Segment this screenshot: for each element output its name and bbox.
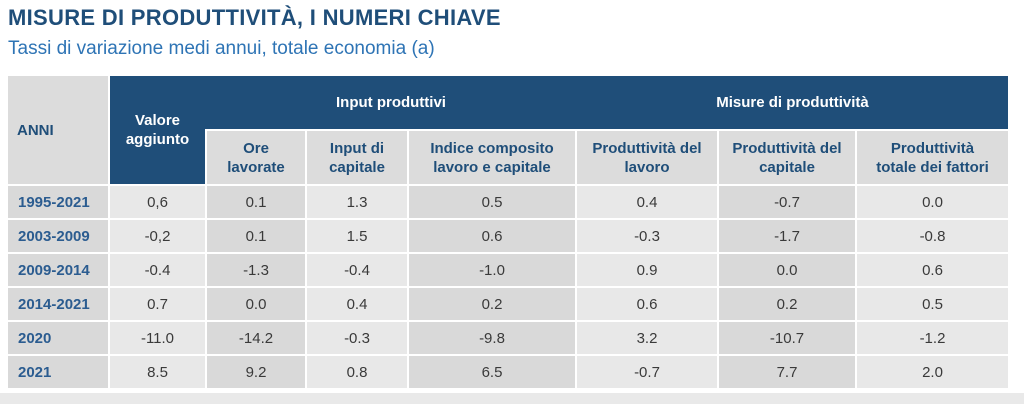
value-cell: 0.4 xyxy=(577,186,717,218)
header-valore-aggiunto: Valore aggiunto xyxy=(110,76,205,184)
value-cell: -0.3 xyxy=(577,220,717,252)
value-cell: 1.3 xyxy=(307,186,407,218)
value-cell: -0.7 xyxy=(719,186,855,218)
value-cell: 0.4 xyxy=(307,288,407,320)
value-cell: 8.5 xyxy=(110,356,205,388)
value-cell: 0.6 xyxy=(577,288,717,320)
value-cell: 0.9 xyxy=(577,254,717,286)
value-cell: 0.0 xyxy=(719,254,855,286)
value-cell: 0.7 xyxy=(110,288,205,320)
value-cell: 0.0 xyxy=(207,288,305,320)
value-cell: 0.2 xyxy=(409,288,575,320)
value-cell: -1.3 xyxy=(207,254,305,286)
value-cell: -0,2 xyxy=(110,220,205,252)
value-cell: -14.2 xyxy=(207,322,305,354)
value-cell: 0.5 xyxy=(857,288,1008,320)
value-cell: -1.7 xyxy=(719,220,855,252)
year-label: 2009-2014 xyxy=(8,254,108,286)
subheader-input-di-capitale: Input di capitale xyxy=(307,131,407,184)
subheader-produttivita-capitale: Produttività del capitale xyxy=(719,131,855,184)
year-label: 2021 xyxy=(8,356,108,388)
header-group-misure-produttivita: Misure di produttività xyxy=(577,76,1008,129)
value-cell: 0,6 xyxy=(110,186,205,218)
page-subtitle: Tassi di variazione medi annui, totale e… xyxy=(8,38,435,59)
subheader-indice-composito: Indice composito lavoro e capitale xyxy=(409,131,575,184)
value-cell: 3.2 xyxy=(577,322,717,354)
value-cell: 9.2 xyxy=(207,356,305,388)
corner-header-anni: ANNI xyxy=(8,76,108,184)
value-cell: -0.4 xyxy=(307,254,407,286)
subheader-produttivita-totale: Produttività totale dei fattori xyxy=(857,131,1008,184)
value-cell: 0.1 xyxy=(207,220,305,252)
header-group-input-produttivi: Input produttivi xyxy=(207,76,575,129)
value-cell: 0.6 xyxy=(409,220,575,252)
value-cell: 7.7 xyxy=(719,356,855,388)
value-cell: -9.8 xyxy=(409,322,575,354)
value-cell: -11.0 xyxy=(110,322,205,354)
value-cell: 0.1 xyxy=(207,186,305,218)
footer-band xyxy=(0,393,1024,404)
value-cell: 2.0 xyxy=(857,356,1008,388)
year-label: 2020 xyxy=(8,322,108,354)
value-cell: -0.3 xyxy=(307,322,407,354)
subheader-produttivita-lavoro: Produttività del lavoro xyxy=(577,131,717,184)
value-cell: -0.8 xyxy=(857,220,1008,252)
subheader-ore-lavorate: Ore lavorate xyxy=(207,131,305,184)
value-cell: 0.6 xyxy=(857,254,1008,286)
value-cell: -10.7 xyxy=(719,322,855,354)
year-label: 2014-2021 xyxy=(8,288,108,320)
value-cell: 1.5 xyxy=(307,220,407,252)
value-cell: 6.5 xyxy=(409,356,575,388)
value-cell: 0.5 xyxy=(409,186,575,218)
value-cell: -1.2 xyxy=(857,322,1008,354)
value-cell: 0.8 xyxy=(307,356,407,388)
value-cell: -1.0 xyxy=(409,254,575,286)
productivity-table: ANNI Valore aggiunto Input produttivi Mi… xyxy=(8,76,1008,388)
value-cell: 0.2 xyxy=(719,288,855,320)
value-cell: -0.4 xyxy=(110,254,205,286)
value-cell: -0.7 xyxy=(577,356,717,388)
year-label: 2003-2009 xyxy=(8,220,108,252)
page-title: MISURE DI PRODUTTIVITÀ, I NUMERI CHIAVE xyxy=(8,5,501,30)
value-cell: 0.0 xyxy=(857,186,1008,218)
year-label: 1995-2021 xyxy=(8,186,108,218)
